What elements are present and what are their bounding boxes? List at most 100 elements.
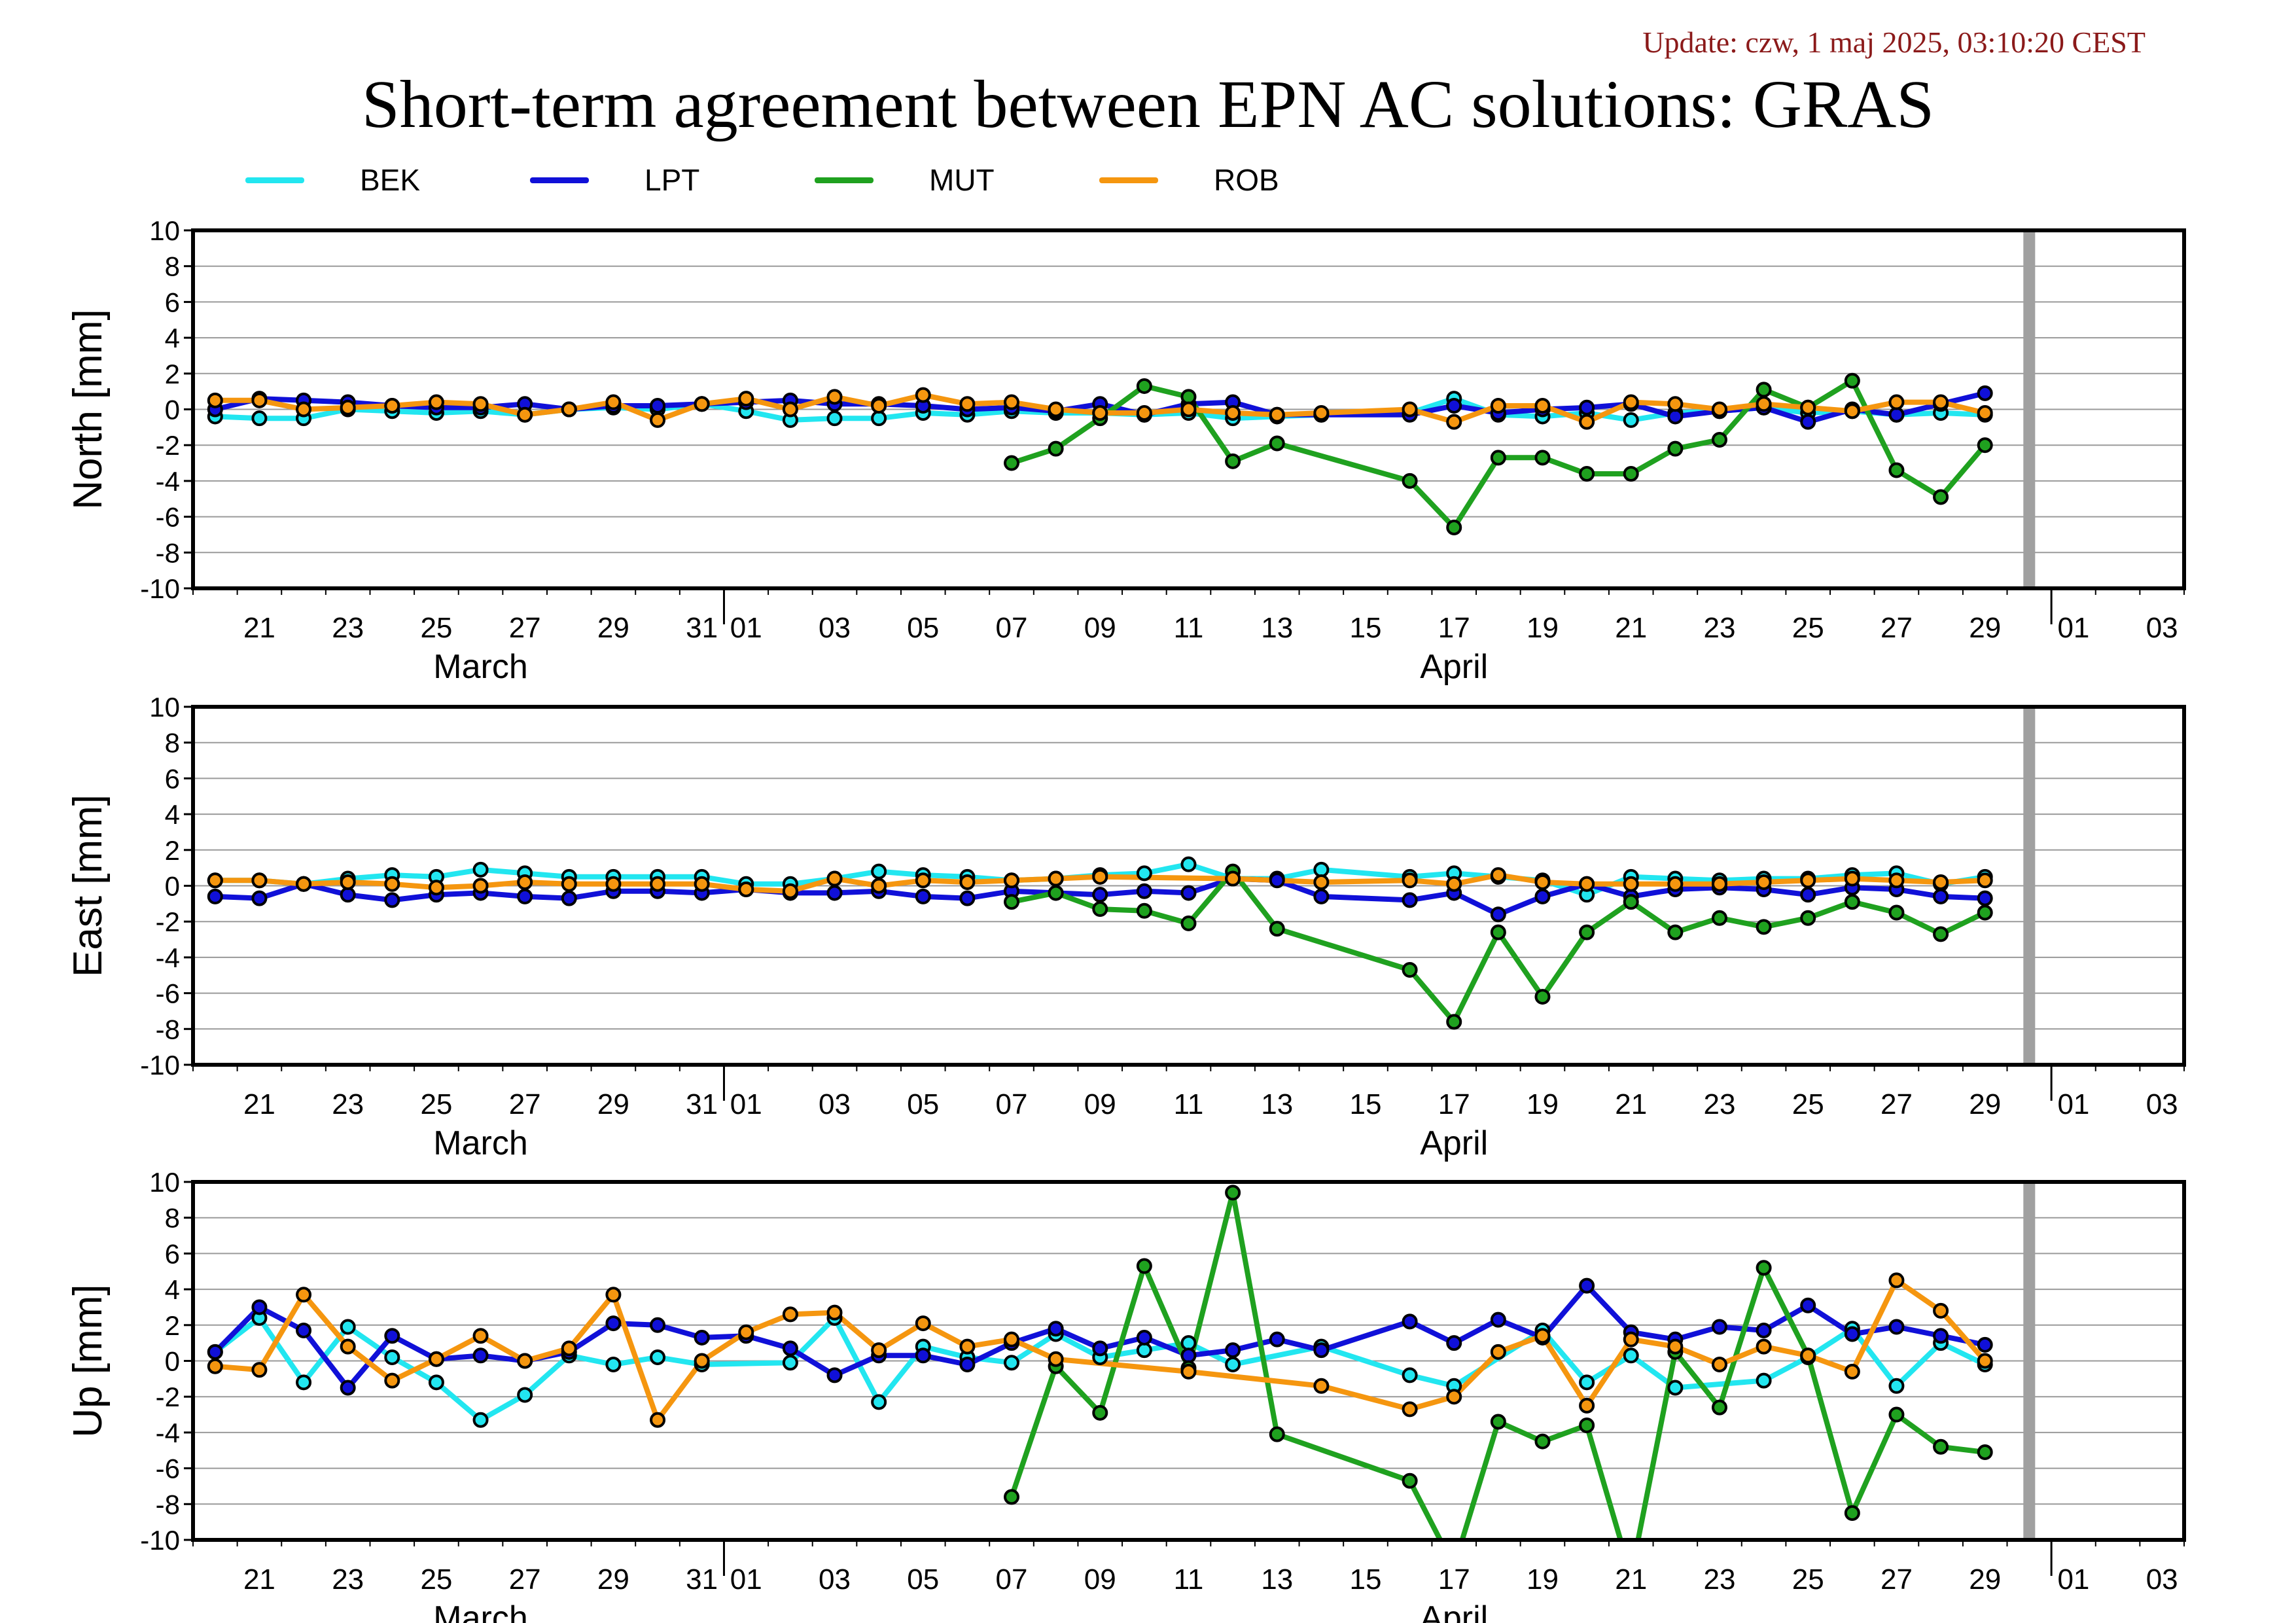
data-point-rob (207, 1358, 223, 1374)
data-point-rob (251, 1362, 268, 1378)
x-tick-label: 01 (730, 1088, 762, 1120)
data-point-lpt (1579, 399, 1595, 416)
data-point-mut (1402, 962, 1418, 978)
y-tick-label: -2 (156, 1382, 180, 1412)
data-point-mut (1756, 919, 1772, 935)
data-point-rob (1579, 414, 1595, 430)
data-point-lpt (1844, 1326, 1860, 1342)
legend-swatch-rob (1099, 177, 1158, 183)
y-tick-label: 4 (165, 323, 180, 353)
y-tick-label: 8 (165, 251, 180, 282)
data-point-mut (1844, 894, 1860, 910)
x-tick-label: 25 (420, 612, 452, 644)
y-tick-label: -8 (156, 1014, 180, 1044)
y-tick-label: -4 (156, 466, 180, 497)
data-point-lpt (1933, 1328, 1949, 1344)
data-point-mut (1446, 520, 1462, 536)
data-point-bek (1623, 1347, 1639, 1364)
data-end-bar (2023, 1182, 2036, 1540)
data-point-rob (1534, 398, 1551, 414)
y-tick-label: 6 (165, 287, 180, 317)
x-tick-label: 03 (2146, 1563, 2178, 1596)
data-point-rob (826, 870, 843, 887)
data-point-rob (694, 1353, 710, 1369)
y-tick-label: 8 (165, 728, 180, 758)
data-point-lpt (251, 1299, 268, 1315)
data-point-rob (251, 872, 268, 889)
x-tick-label: 01 (2057, 1563, 2089, 1596)
data-point-rob (1313, 874, 1330, 891)
data-point-mut (1933, 489, 1949, 505)
data-point-rob (1623, 876, 1639, 892)
data-point-rob (1446, 414, 1462, 430)
data-point-rob (1313, 1378, 1330, 1394)
data-point-mut (1490, 450, 1506, 466)
x-tick-label: 11 (1174, 1563, 1204, 1596)
data-point-rob (1977, 872, 1993, 889)
x-tick-label: 03 (2146, 1088, 2178, 1120)
data-point-lpt (1800, 887, 1816, 903)
month-label: March (433, 1599, 527, 1623)
data-point-lpt (694, 1329, 710, 1346)
data-point-bek (1579, 1374, 1595, 1391)
data-point-rob (650, 412, 666, 428)
x-tick-label: 15 (1350, 612, 1382, 644)
data-point-lpt (1888, 406, 1905, 423)
data-point-lpt (1711, 1319, 1727, 1335)
y-axis-label: North [mm] (65, 309, 111, 510)
data-point-bek (1136, 1342, 1152, 1359)
data-point-rob (1977, 1353, 1993, 1369)
data-point-rob (428, 880, 444, 896)
data-point-bek (1402, 1367, 1418, 1383)
y-tick-label: -8 (156, 1489, 180, 1520)
data-point-mut (1579, 1417, 1595, 1433)
legend-label-lpt: LPT (645, 163, 700, 197)
chart-title: Short-term agreement between EPN AC solu… (361, 67, 1935, 142)
data-point-rob (1004, 872, 1020, 889)
y-tick-label: 6 (165, 1238, 180, 1269)
data-point-rob (826, 1304, 843, 1321)
data-point-bek (472, 1412, 489, 1428)
data-point-rob (1756, 1338, 1772, 1355)
data-point-rob (1623, 1331, 1639, 1347)
data-point-bek (1004, 1355, 1020, 1371)
data-point-mut (1800, 910, 1816, 926)
data-point-rob (472, 878, 489, 894)
data-point-lpt (782, 1340, 798, 1357)
series-line-rob (212, 1277, 1988, 1423)
data-point-lpt (959, 1356, 976, 1372)
data-point-rob (1800, 872, 1816, 889)
x-tick-label: 29 (1969, 612, 2001, 644)
series-group (207, 1185, 1993, 1540)
data-point-mut (1977, 437, 1993, 454)
data-point-rob (694, 876, 710, 892)
data-point-mut (1269, 435, 1285, 452)
data-point-rob (1092, 868, 1108, 885)
x-tick-label: 29 (1969, 1563, 2001, 1596)
data-point-rob (384, 398, 400, 414)
data-point-rob (340, 399, 356, 416)
panel-north: 10 8 6 4 2 0 -2 -4 -6 -8 -10 North [mm] 21 23 25 27 29 31… (65, 215, 2186, 686)
x-tick-label: 23 (332, 1088, 364, 1120)
x-tick-label: 23 (332, 1563, 364, 1596)
data-point-lpt (1579, 1277, 1595, 1294)
data-point-rob (871, 1342, 887, 1359)
data-point-lpt (1225, 1342, 1241, 1359)
data-point-bek (1756, 1372, 1772, 1389)
data-point-lpt (1800, 414, 1816, 430)
data-point-rob (1844, 870, 1860, 887)
x-tick-label: 23 (1703, 1088, 1735, 1120)
y-tick-label: 0 (165, 395, 180, 425)
data-point-mut (1225, 453, 1241, 469)
x-tick-label: 11 (1174, 612, 1204, 644)
data-point-rob (1623, 394, 1639, 410)
data-point-lpt (340, 1380, 356, 1396)
data-point-rob (915, 387, 931, 403)
data-point-rob (1269, 406, 1285, 423)
data-point-bek (1667, 1380, 1684, 1396)
y-tick-label: -6 (156, 978, 180, 1009)
data-point-bek (650, 1349, 666, 1366)
x-tick-label: 25 (420, 1563, 452, 1596)
data-point-mut (1534, 450, 1551, 466)
